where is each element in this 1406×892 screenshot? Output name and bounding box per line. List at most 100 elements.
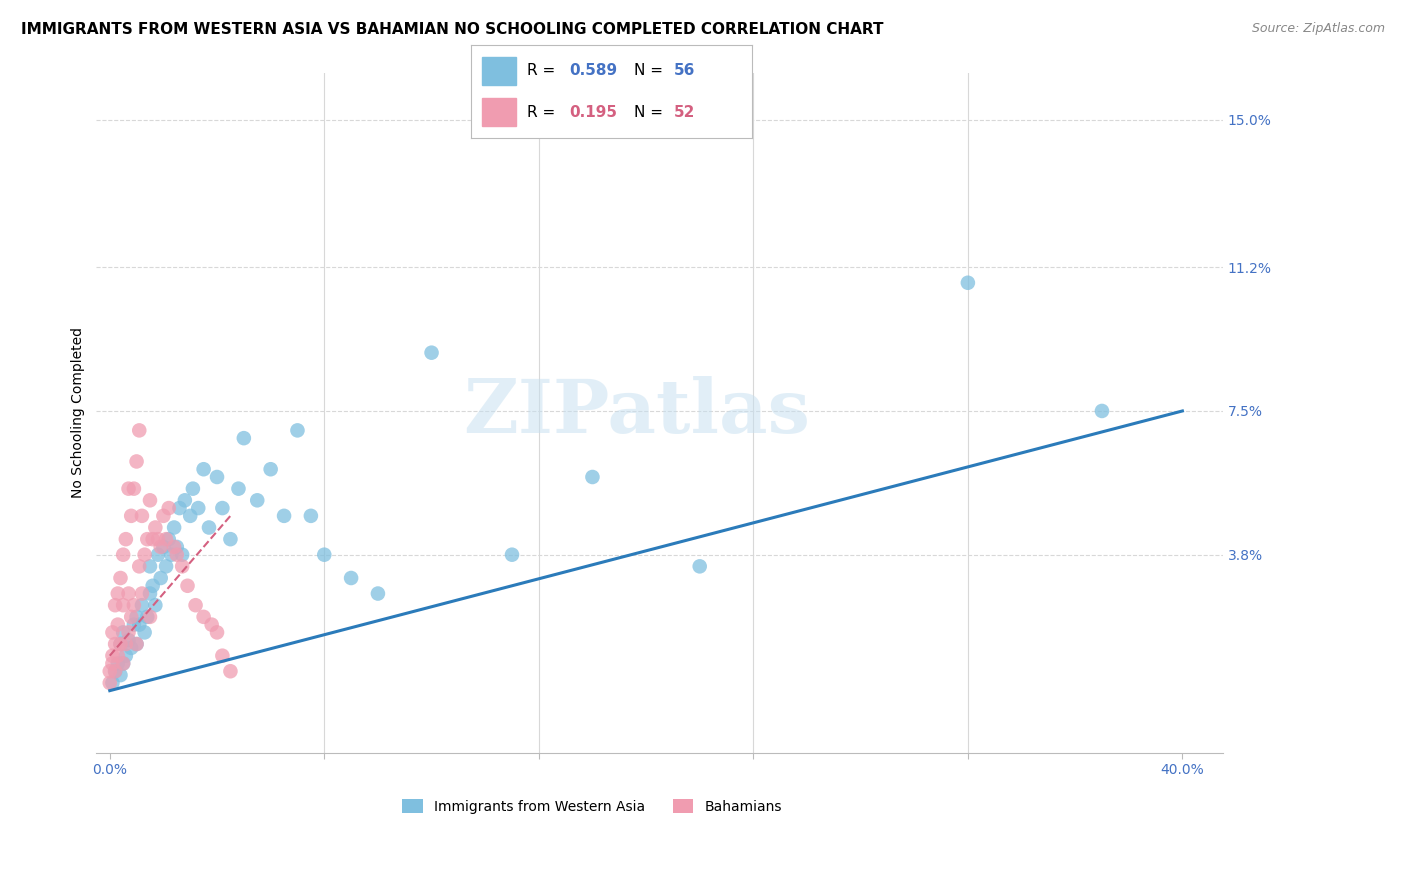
Point (176, 579, 198, 593)
Point (101, 625, 124, 640)
Point (157, 501, 180, 516)
Point (246, 493, 269, 508)
Point (104, 665, 127, 679)
Point (163, 540, 186, 554)
Point (128, 423, 150, 437)
Point (143, 598, 166, 612)
Point (115, 648, 138, 663)
Point (179, 508, 201, 523)
Text: Source: ZipAtlas.com: Source: ZipAtlas.com (1251, 22, 1385, 36)
Point (169, 501, 191, 516)
Point (110, 637, 132, 651)
Point (172, 559, 194, 574)
Point (232, 431, 254, 445)
Point (193, 462, 215, 476)
Point (107, 648, 129, 663)
Point (163, 520, 186, 534)
Point (139, 586, 162, 600)
Point (125, 610, 148, 624)
Text: ZIPatlas: ZIPatlas (464, 376, 810, 450)
Point (340, 571, 363, 585)
Point (198, 520, 221, 534)
Point (115, 532, 138, 546)
Point (143, 520, 166, 534)
Point (110, 637, 132, 651)
Point (166, 548, 188, 562)
Point (125, 454, 148, 468)
Point (122, 617, 145, 632)
Text: 0.195: 0.195 (569, 104, 617, 120)
Point (193, 610, 215, 624)
Text: 52: 52 (673, 104, 695, 120)
Point (187, 501, 209, 516)
Point (172, 548, 194, 562)
Point (501, 548, 523, 562)
Point (181, 482, 204, 496)
Point (120, 610, 142, 624)
Point (420, 345, 443, 359)
Text: R =: R = (527, 63, 561, 78)
Point (146, 548, 169, 562)
Point (689, 559, 711, 574)
Point (101, 676, 124, 690)
Bar (482, 98, 516, 126)
Point (155, 559, 177, 574)
Point (117, 633, 139, 648)
Point (131, 586, 153, 600)
Point (139, 493, 162, 508)
Text: 56: 56 (673, 63, 695, 78)
Point (131, 598, 153, 612)
Point (98, 665, 121, 679)
Point (581, 470, 603, 484)
Point (134, 548, 156, 562)
Point (956, 276, 979, 290)
Point (134, 625, 156, 640)
Point (128, 559, 150, 574)
Point (139, 610, 162, 624)
Point (131, 508, 153, 523)
Y-axis label: No Schooling Completed: No Schooling Completed (72, 327, 86, 499)
Text: IMMIGRANTS FROM WESTERN ASIA VS BAHAMIAN NO SCHOOLING COMPLETED CORRELATION CHAR: IMMIGRANTS FROM WESTERN ASIA VS BAHAMIAN… (21, 22, 883, 37)
Point (367, 586, 389, 600)
Point (112, 657, 135, 671)
Point (136, 532, 159, 546)
Point (142, 532, 165, 546)
Point (120, 640, 142, 655)
Point (287, 423, 309, 437)
Point (115, 637, 138, 651)
Point (128, 617, 150, 632)
Point (219, 665, 242, 679)
Point (120, 508, 142, 523)
Point (101, 648, 124, 663)
Point (104, 637, 127, 651)
Point (219, 532, 242, 546)
Point (184, 598, 207, 612)
Legend: Immigrants from Western Asia, Bahamians: Immigrants from Western Asia, Bahamians (402, 799, 782, 814)
Point (104, 665, 127, 679)
Point (112, 598, 135, 612)
Point (149, 571, 172, 585)
Point (205, 470, 228, 484)
Point (107, 586, 129, 600)
Point (160, 548, 183, 562)
Point (142, 579, 165, 593)
Point (157, 532, 180, 546)
Point (117, 482, 139, 496)
Point (299, 508, 322, 523)
Point (110, 571, 132, 585)
Point (152, 508, 174, 523)
Point (205, 625, 228, 640)
Point (173, 493, 195, 508)
Text: N =: N = (634, 63, 668, 78)
Text: R =: R = (527, 104, 561, 120)
Point (211, 648, 233, 663)
Point (104, 598, 127, 612)
Point (107, 657, 129, 671)
Point (98, 676, 121, 690)
Point (166, 540, 188, 554)
Point (112, 625, 135, 640)
Point (152, 540, 174, 554)
Point (117, 625, 139, 640)
Text: 0.589: 0.589 (569, 63, 617, 78)
Point (112, 657, 135, 671)
